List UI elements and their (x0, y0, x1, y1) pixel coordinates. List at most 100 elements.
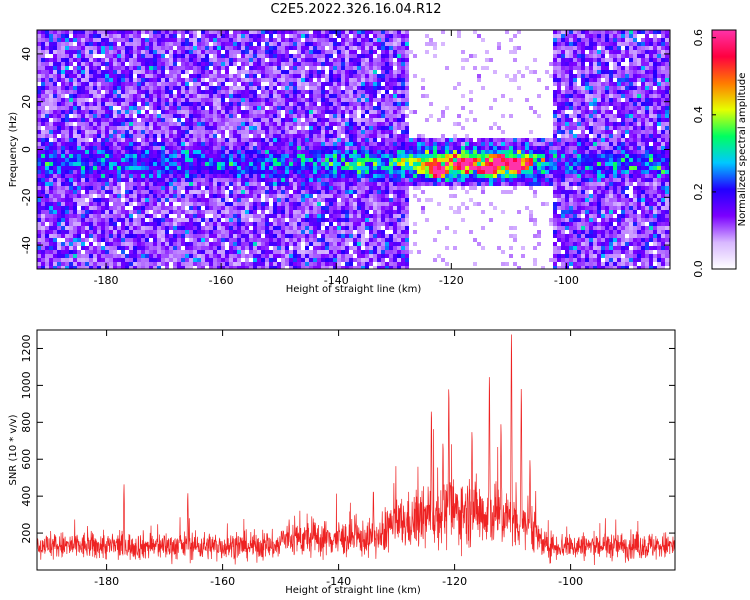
heatmap-cell (601, 58, 605, 62)
heatmap-cell (489, 106, 493, 110)
heatmap-cell (629, 78, 633, 82)
heatmap-cell (157, 118, 161, 122)
heatmap-cell (157, 78, 161, 82)
heatmap-cell (561, 158, 565, 162)
heatmap-cell (377, 118, 381, 122)
heatmap-cell (61, 58, 65, 62)
heatmap-cell (121, 66, 125, 70)
heatmap-cell (593, 142, 597, 146)
heatmap-cell (357, 122, 361, 126)
heatmap-cell (373, 78, 377, 82)
heatmap-cell (665, 110, 669, 114)
heatmap-cell (393, 90, 397, 94)
heatmap-cell (281, 150, 285, 154)
heatmap-cell (265, 46, 269, 50)
heatmap-cell (553, 94, 557, 98)
heatmap-cell (329, 134, 333, 138)
heatmap-cell (413, 138, 417, 142)
heatmap-cell (617, 174, 621, 178)
heatmap-cell (173, 110, 177, 114)
heatmap-cell (173, 178, 177, 182)
heatmap-cell (393, 94, 397, 98)
heatmap-cell (281, 90, 285, 94)
heatmap-cell (93, 62, 97, 66)
heatmap-cell (393, 162, 397, 166)
heatmap-cell (429, 150, 433, 154)
heatmap-cell (81, 174, 85, 178)
heatmap-cell (197, 154, 201, 158)
heatmap-cell (221, 90, 225, 94)
heatmap-cell (349, 94, 353, 98)
heatmap-cell (41, 106, 45, 110)
heatmap-cell (397, 66, 401, 70)
heatmap-cell (377, 166, 381, 170)
heatmap-cell (93, 58, 97, 62)
heatmap-cell (189, 46, 193, 50)
heatmap-cell (517, 162, 521, 166)
heatmap-cell (289, 90, 293, 94)
heatmap-cell (177, 86, 181, 90)
heatmap-cell (117, 110, 121, 114)
heatmap-cell (153, 106, 157, 110)
heatmap-cell (305, 174, 309, 178)
heatmap-cell (233, 162, 237, 166)
heatmap-cell (657, 42, 661, 46)
heatmap-cell (225, 102, 229, 106)
heatmap-cell (109, 138, 113, 142)
heatmap-cell (349, 102, 353, 106)
heatmap-cell (445, 178, 449, 182)
heatmap-cell (197, 70, 201, 74)
heatmap-cell (249, 50, 253, 54)
heatmap-cell (625, 74, 629, 78)
heatmap-cell (357, 174, 361, 178)
heatmap-cell (653, 162, 657, 166)
heatmap-cell (149, 174, 153, 178)
heatmap-cell (437, 170, 441, 174)
heatmap-cell (225, 106, 229, 110)
heatmap-cell (213, 50, 217, 54)
heatmap-cell (141, 82, 145, 86)
heatmap-cell (441, 146, 445, 150)
heatmap-cell (481, 154, 485, 158)
heatmap-cell (117, 50, 121, 54)
heatmap-cell (637, 94, 641, 98)
heatmap-cell (657, 82, 661, 86)
heatmap-cell (229, 150, 233, 154)
heatmap-cell (253, 94, 257, 98)
heatmap-cell (545, 162, 549, 166)
heatmap-cell (649, 154, 653, 158)
heatmap-cell (605, 94, 609, 98)
heatmap-cell (341, 34, 345, 38)
heatmap-cell (241, 126, 245, 130)
heatmap-cell (109, 78, 113, 82)
heatmap-cell (225, 46, 229, 50)
heatmap-cell (153, 34, 157, 38)
heatmap-cell (405, 98, 409, 102)
heatmap-cell (37, 66, 41, 70)
heatmap-cell (361, 50, 365, 54)
heatmap-cell (309, 122, 313, 126)
heatmap-cell (409, 146, 413, 150)
heatmap-cell (157, 34, 161, 38)
heatmap-cell (333, 118, 337, 122)
heatmap-cell (561, 34, 565, 38)
heatmap-cell (101, 118, 105, 122)
heatmap-cell (165, 174, 169, 178)
heatmap-cell (201, 162, 205, 166)
heatmap-cell (573, 162, 577, 166)
heatmap-cell (493, 170, 497, 174)
heatmap-cell (345, 162, 349, 166)
heatmap-cell (557, 118, 561, 122)
heatmap-cell (597, 30, 601, 34)
heatmap-cell (581, 142, 585, 146)
heatmap-cell (257, 54, 261, 58)
heatmap-cell (317, 170, 321, 174)
heatmap-cell (85, 38, 89, 42)
heatmap-cell (105, 158, 109, 162)
heatmap-cell (569, 178, 573, 182)
heatmap-cell (89, 62, 93, 66)
heatmap-cell (217, 94, 221, 98)
heatmap-cell (325, 138, 329, 142)
heatmap-cell (485, 154, 489, 158)
heatmap-cell (357, 70, 361, 74)
